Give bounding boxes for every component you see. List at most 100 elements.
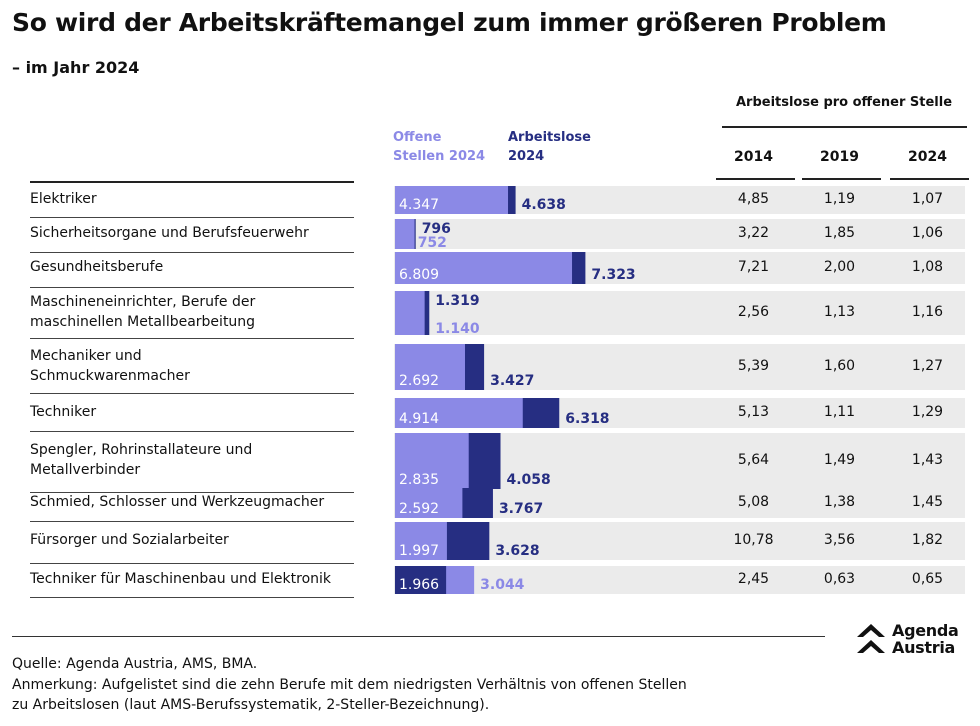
bar-open-positions [395, 252, 573, 284]
ratio-value-2024: 1,27 [911, 358, 944, 374]
row-separator [30, 597, 354, 598]
footer-divider [12, 636, 825, 637]
row-separator [30, 287, 354, 288]
open-value-label: 6.809 [399, 267, 439, 283]
ratio-column-header: Arbeitslose pro offener Stelle [735, 95, 953, 110]
bar-open-positions [395, 488, 463, 518]
category-label-text: Gesundheitsberufe [30, 257, 163, 277]
bar-open-positions [395, 186, 509, 214]
bar-open-positions [395, 219, 415, 249]
category-label-text: Fürsorger und Sozialarbeiter [30, 530, 229, 550]
year-underline-2019 [802, 178, 881, 180]
label-column-top-rule [30, 181, 354, 183]
logo-text-line1: Agenda [892, 621, 959, 640]
bar-open-positions [395, 344, 465, 390]
category-label: Mechaniker und Schmuckwarenmacher [30, 342, 370, 390]
category-label: Maschineneinrichter, Berufe der maschinel… [30, 289, 370, 335]
ratio-value-2024: 1,82 [911, 532, 944, 548]
category-label: Techniker für Maschinenbau und Elektroni… [30, 564, 370, 594]
open-value-label: 2.592 [399, 501, 439, 517]
unemployed-value-label: 6.318 [565, 411, 609, 427]
row-separator [30, 521, 354, 522]
agenda-austria-logo [857, 624, 885, 653]
open-value-label: 3.044 [480, 577, 525, 593]
ratio-value-2019: 2,00 [823, 259, 856, 275]
category-label-text: Schmied, Schlosser und Werkzeugmacher [30, 492, 324, 512]
ratio-value-2014: 10,78 [733, 532, 774, 548]
category-label-text: Elektriker [30, 189, 97, 209]
category-label-text: Spengler, Rohrinstallateure und Metallver… [30, 440, 252, 480]
row-separator [30, 563, 354, 564]
open-value-label: 1.997 [399, 543, 439, 559]
open-value-label: 752 [418, 235, 447, 251]
logo-chevron-lower [857, 640, 885, 653]
row-background [394, 566, 965, 594]
bar-open-positions [395, 522, 447, 560]
bar-open-positions [395, 433, 469, 489]
category-label-line: Techniker für Maschinenbau und Elektroni… [30, 571, 332, 587]
ratio-value-2014: 5,64 [737, 452, 770, 468]
ratio-value-2019: 0,63 [823, 571, 856, 587]
category-label-line: Schmied, Schlosser und Werkzeugmacher [30, 494, 325, 510]
category-label-line: Maschineneinrichter, Berufe der [30, 294, 256, 310]
category-label-line: Elektriker [30, 191, 97, 207]
legend-unemployed-line1: Arbeitslose [508, 130, 591, 145]
category-label-line: Metallverbinder [30, 462, 141, 478]
legend-open-line2: Stellen 2024 [393, 149, 486, 164]
row-background [394, 219, 965, 249]
ratio-value-2014: 5,13 [737, 404, 770, 420]
unemployed-value-label: 3.767 [499, 501, 543, 517]
year-header-2019: 2019 [820, 149, 859, 165]
ratio-value-2024: 1,16 [911, 304, 944, 320]
legend-open-positions: Offene Stellen 2024 [393, 128, 485, 166]
ratio-value-2014: 2,56 [737, 304, 770, 320]
ratio-value-2014: 4,85 [737, 191, 770, 207]
chart-subtitle: – im Jahr 2024 [12, 58, 140, 77]
category-label-line: Techniker [30, 404, 97, 420]
category-label: Gesundheitsberufe [30, 250, 370, 284]
open-value-label: 1.140 [435, 321, 480, 337]
ratio-value-2024: 1,08 [911, 259, 944, 275]
ratio-value-2024: 0,65 [911, 571, 944, 587]
ratio-value-2019: 1,19 [823, 191, 856, 207]
ratio-value-2019: 1,49 [823, 452, 856, 468]
category-label: Fürsorger und Sozialarbeiter [30, 520, 370, 560]
category-label-text: Techniker für Maschinenbau und Elektroni… [30, 569, 331, 589]
category-label-line: Gesundheitsberufe [30, 259, 164, 275]
open-value-label: 2.692 [399, 373, 439, 389]
source-note: Quelle: Agenda Austria, AMS, BMA. [12, 656, 258, 672]
ratio-value-2014: 5,39 [737, 358, 770, 374]
row-separator [30, 431, 354, 432]
ratio-value-2024: 1,07 [911, 191, 944, 207]
ratio-value-2014: 5,08 [737, 494, 770, 510]
row-separator [30, 393, 354, 394]
category-label: Spengler, Rohrinstallateure und Metallver… [30, 431, 370, 489]
category-label-line: Spengler, Rohrinstallateure und [30, 442, 253, 458]
category-label-text: Sicherheitsorgane und Berufsfeuerwehr [30, 223, 309, 243]
ratio-value-2019: 1,13 [823, 304, 856, 320]
category-label-text: Maschineneinrichter, Berufe der maschinel… [30, 292, 255, 332]
category-label-line: maschinellen Metallbearbeitung [30, 314, 256, 330]
bar-unemployed [395, 566, 447, 594]
open-value-label: 4.347 [399, 197, 439, 213]
legend-unemployed: Arbeitslose 2024 [508, 128, 591, 166]
logo-text-line2: Austria [892, 638, 956, 657]
unemployed-value-label: 7.323 [591, 267, 635, 283]
ratio-value-2019: 3,56 [823, 532, 856, 548]
unemployed-value-label: 4.638 [522, 197, 566, 213]
ratio-value-2019: 1,85 [823, 225, 856, 241]
ratio-value-2019: 1,38 [823, 494, 856, 510]
unemployed-value-label: 3.427 [490, 373, 534, 389]
ratio-value-2024: 1,29 [911, 404, 944, 420]
footnote-line1: Anmerkung: Aufgelistet sind die zehn Ber… [12, 677, 687, 693]
category-label-text: Mechaniker und Schmuckwarenmacher [30, 346, 190, 386]
category-label: Techniker [30, 396, 370, 428]
legend-open-line1: Offene [393, 130, 442, 145]
ratio-value-2014: 2,45 [737, 571, 770, 587]
row-background [394, 344, 965, 390]
logo-chevron-upper [857, 624, 885, 637]
category-label: Elektriker [30, 184, 370, 214]
row-separator [30, 217, 354, 218]
ratio-value-2014: 3,22 [737, 225, 770, 241]
